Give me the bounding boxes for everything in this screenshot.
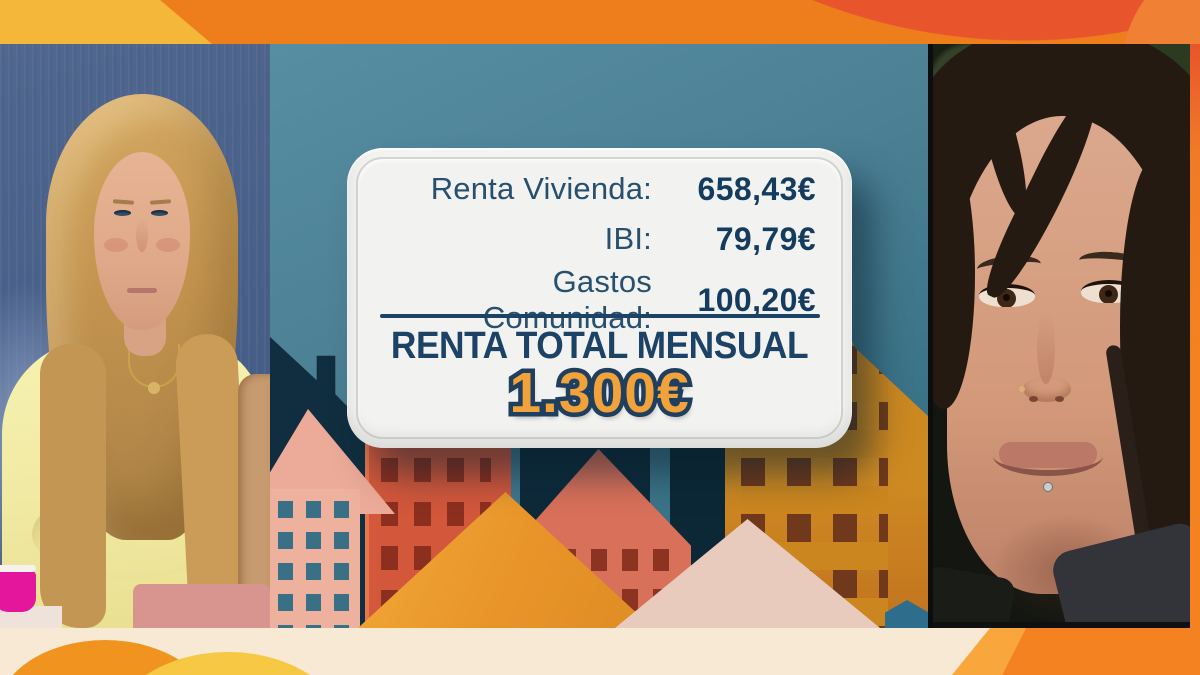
presenter-right-eyebrow bbox=[149, 199, 172, 205]
total-label: RENTA TOTAL MENSUAL bbox=[390, 325, 809, 367]
studio-pink-cup bbox=[0, 565, 36, 612]
card-divider bbox=[380, 314, 820, 318]
bottom-bar bbox=[0, 628, 1200, 675]
guest-right-nostril bbox=[1055, 396, 1064, 402]
presenter-mouth bbox=[127, 288, 157, 293]
cost-rows: Renta Vivienda: 658,43€ IBI: 79,79€ Gast… bbox=[383, 164, 816, 336]
rent-cost-card: Renta Vivienda: 658,43€ IBI: 79,79€ Gast… bbox=[347, 148, 852, 448]
presenter-right-eye bbox=[151, 210, 168, 216]
cost-row-value: 100,20€ bbox=[697, 281, 816, 318]
building-pink-windows bbox=[278, 501, 354, 628]
cost-row-label: IBI: bbox=[604, 221, 652, 256]
cost-row-value: 658,43€ bbox=[697, 170, 816, 207]
cost-row-value: 79,79€ bbox=[715, 220, 816, 257]
infographic-panel: Renta Vivienda: 658,43€ IBI: 79,79€ Gast… bbox=[270, 44, 928, 628]
cost-row: IBI: 79,79€ bbox=[383, 214, 816, 264]
top-bar-yellow-shape bbox=[0, 0, 212, 44]
presenter-nose bbox=[136, 218, 148, 252]
presenter-left-eye bbox=[114, 210, 131, 216]
guest-left-nostril bbox=[1029, 396, 1038, 402]
presenter-hair-strand-left bbox=[40, 344, 106, 628]
studio-video-panel bbox=[0, 44, 270, 628]
cost-row-label: Renta Vivienda: bbox=[430, 171, 652, 206]
building-pink bbox=[270, 489, 360, 628]
presenter-left-eyebrow bbox=[112, 199, 135, 205]
total-value-fill: 1.300€ bbox=[509, 361, 690, 425]
guest-nose bbox=[1037, 312, 1055, 384]
guest-smile-line bbox=[993, 436, 1103, 476]
presenter-right-blush bbox=[156, 238, 180, 252]
guest-nose-stud bbox=[1019, 386, 1025, 392]
guest-right-iris bbox=[1099, 285, 1118, 303]
cost-row: Renta Vivienda: 658,43€ bbox=[383, 164, 816, 214]
guest-lip-piercing bbox=[1043, 482, 1053, 492]
bottom-bar-orange-band bbox=[1002, 628, 1200, 675]
guest-video-panel bbox=[928, 44, 1190, 628]
frame-right-strip bbox=[1190, 44, 1200, 628]
studio-desk-cushion bbox=[133, 584, 270, 628]
presenter-face bbox=[94, 152, 190, 330]
guest-panel-bottom-edge bbox=[933, 622, 1190, 628]
total-value: 1.300€ 1.300€ bbox=[347, 357, 852, 430]
presenter-left-blush bbox=[104, 238, 128, 252]
top-bar bbox=[0, 0, 1200, 44]
presenter-pendant bbox=[148, 382, 160, 394]
top-bar-corner-curve bbox=[1080, 0, 1200, 44]
cost-row: Gastos Comunidad: 100,20€ bbox=[383, 264, 816, 335]
total-value-outline: 1.300€ bbox=[505, 357, 693, 430]
